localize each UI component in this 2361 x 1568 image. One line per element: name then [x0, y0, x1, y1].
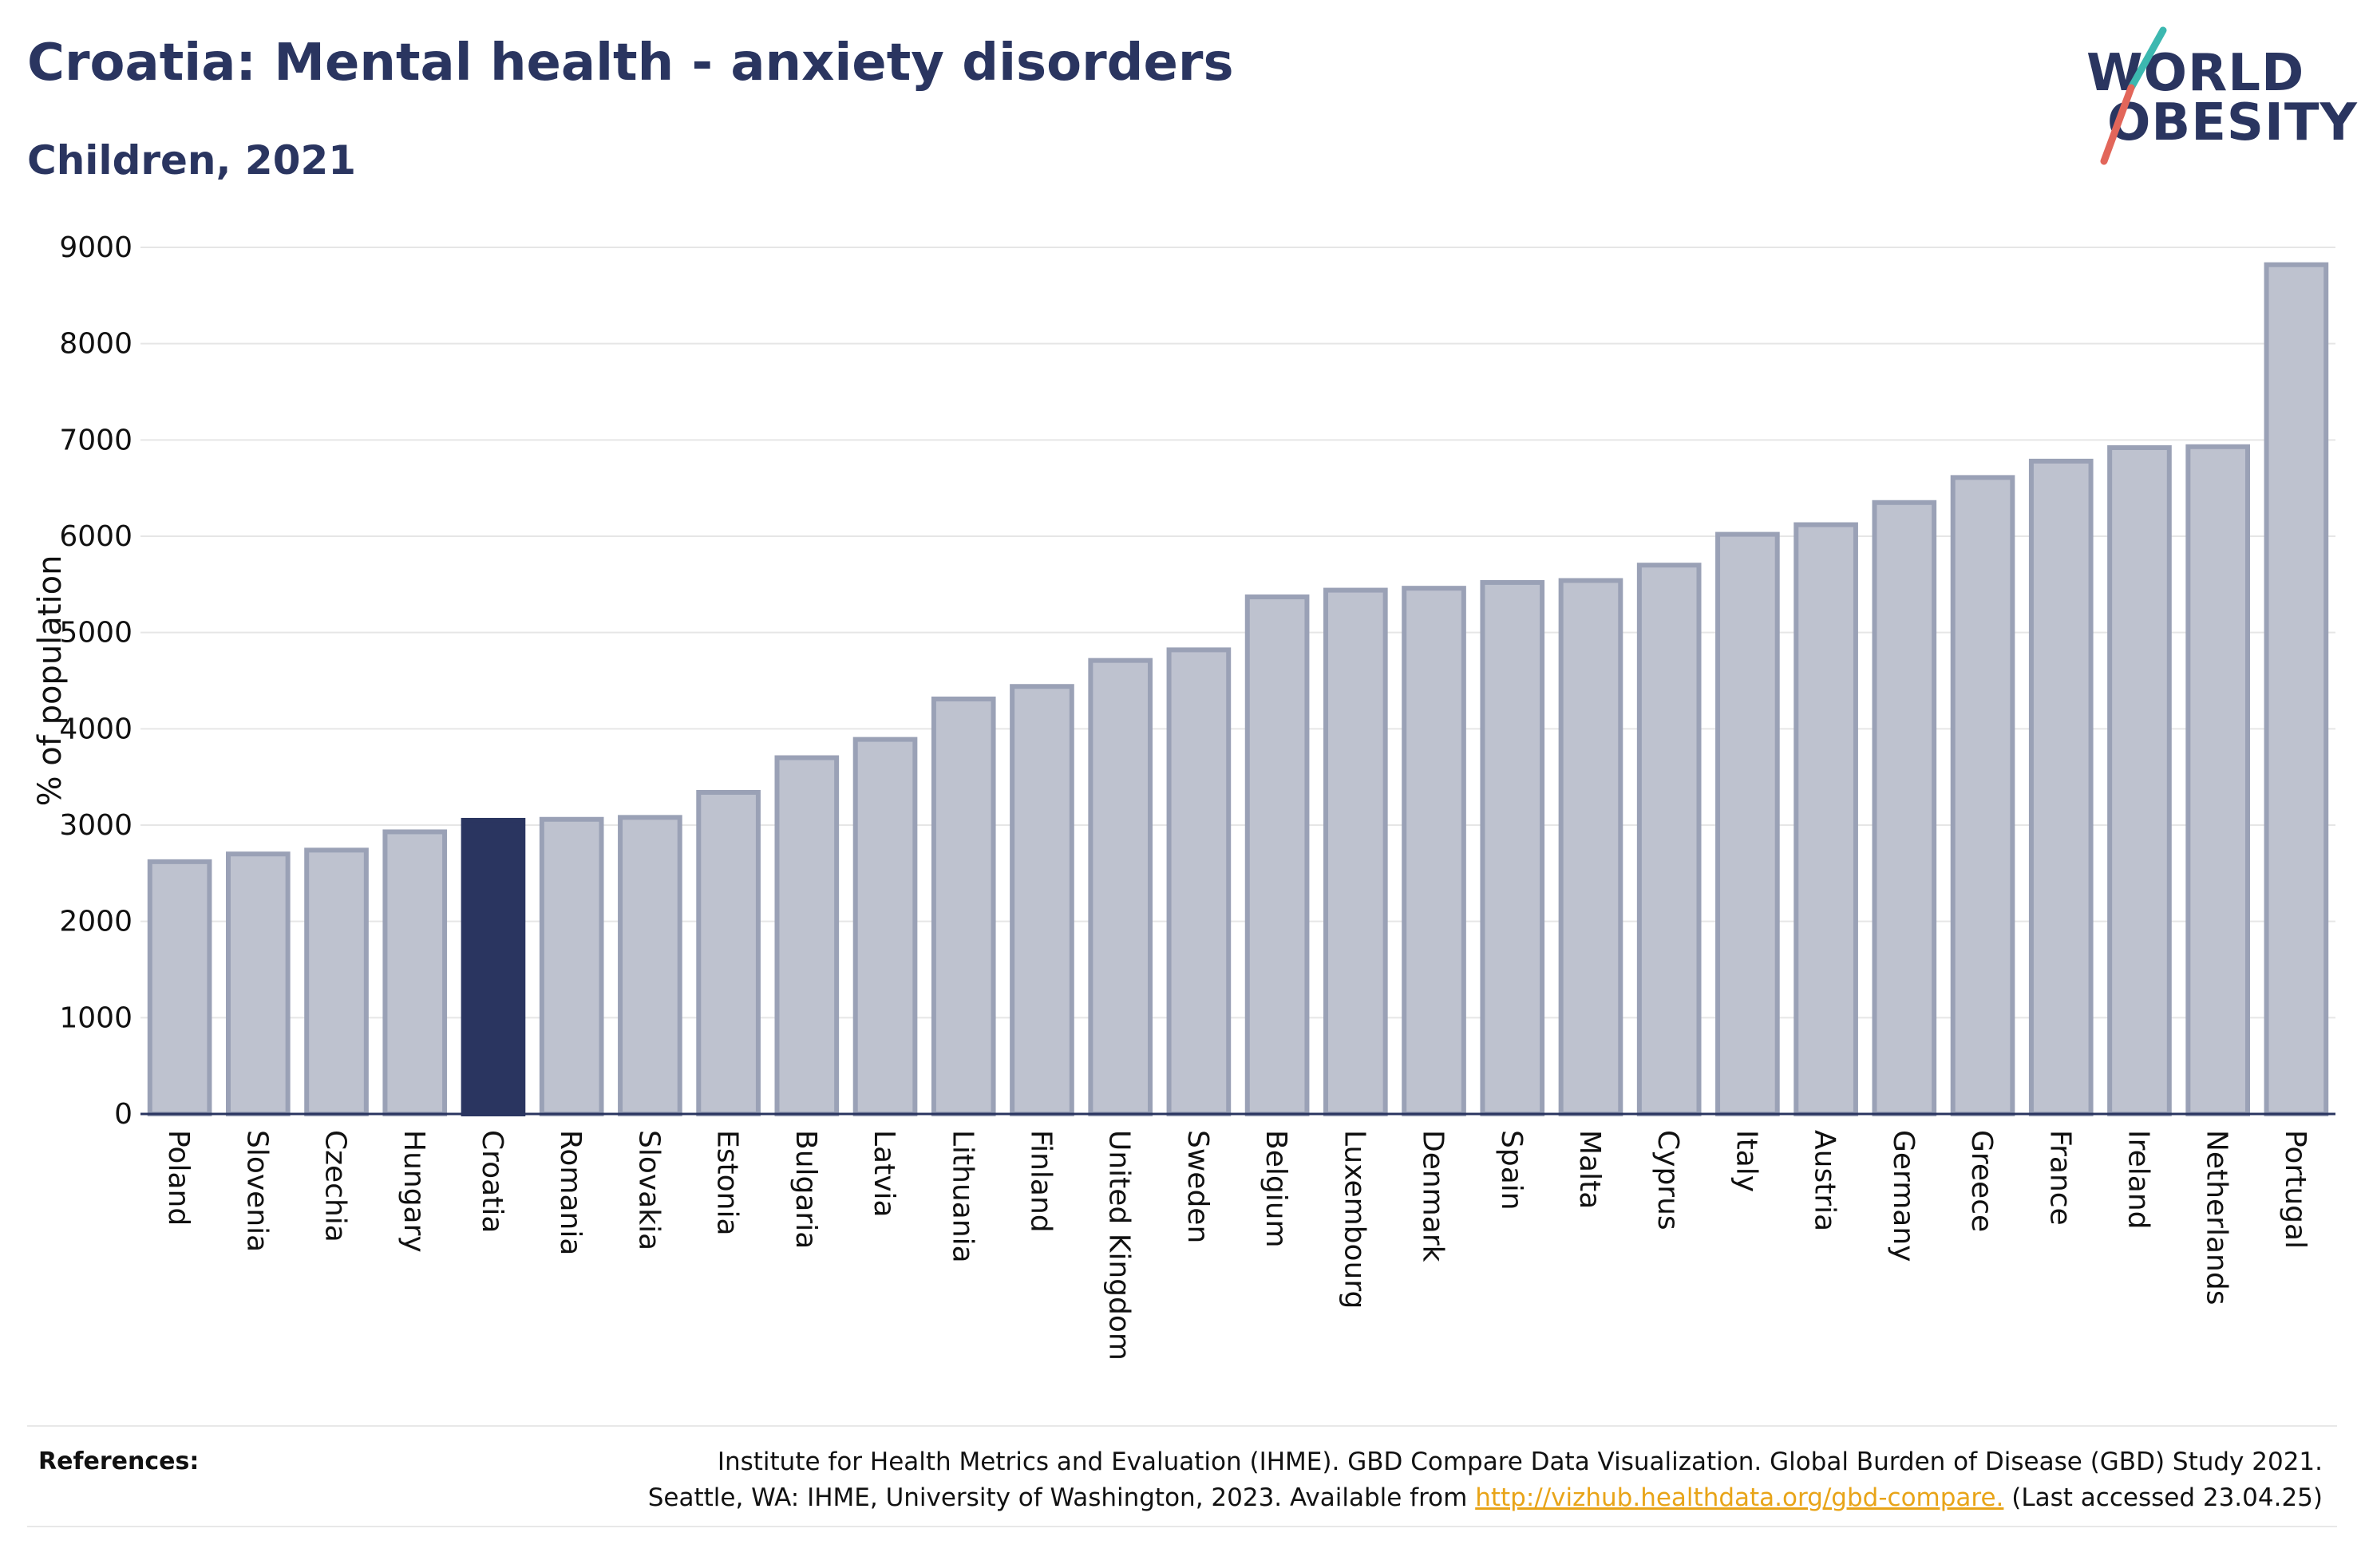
bar-spain — [1480, 579, 1545, 1117]
page-subtitle: Children, 2021 — [27, 137, 357, 184]
bar-estonia — [696, 789, 761, 1116]
y-axis-label: % of population — [32, 555, 69, 807]
bar-bulgaria — [774, 755, 840, 1116]
x-tick-label: Estonia — [711, 1130, 744, 1236]
bar-hungary — [382, 829, 448, 1116]
world-obesity-logo: WORLD OBESITY — [2075, 24, 2357, 168]
x-tick-label: Finland — [1024, 1130, 1057, 1233]
bar-austria — [1793, 522, 1858, 1116]
page-title: Croatia: Mental health - anxiety disorde… — [27, 34, 1234, 93]
x-tick-label: Germany — [1887, 1130, 1920, 1262]
bar-slovenia — [226, 851, 291, 1116]
bar-luxembourg — [1323, 587, 1388, 1117]
bar-greece — [1950, 475, 2015, 1117]
references-bottom-divider — [27, 1526, 2337, 1527]
x-tick-label: Bulgaria — [789, 1130, 822, 1249]
bar-denmark — [1402, 586, 1466, 1117]
x-tick-label: Greece — [1965, 1130, 1998, 1232]
references-line-2: Seattle, WA: IHME, University of Washing… — [487, 1480, 2323, 1516]
x-tick-label: Hungary — [397, 1130, 430, 1253]
x-tick-label: Slovakia — [632, 1130, 665, 1250]
y-tick-label: 3000 — [59, 809, 132, 842]
x-tick-label: Austria — [1809, 1130, 1841, 1231]
x-tick-label: Latvia — [868, 1130, 900, 1218]
y-tick-label: 6000 — [59, 520, 132, 553]
x-tick-label: France — [2043, 1130, 2076, 1226]
x-tick-label: Slovenia — [240, 1130, 273, 1252]
x-tick-label: Lithuania — [946, 1130, 979, 1263]
bar-cyprus — [1636, 563, 1702, 1116]
references-top-divider — [27, 1425, 2337, 1427]
x-tick-label: Czechia — [319, 1130, 352, 1242]
bar-netherlands — [2185, 444, 2251, 1116]
bar-ireland — [2107, 444, 2172, 1116]
bar-united-kingdom — [1088, 658, 1153, 1116]
bar-italy — [1715, 531, 1780, 1116]
y-tick-label: 4000 — [59, 713, 132, 745]
bar-poland — [147, 859, 212, 1116]
references-label: References: — [38, 1448, 200, 1475]
x-tick-label: Denmark — [1417, 1130, 1449, 1262]
references-line-2-suffix: (Last accessed 23.04.25) — [2003, 1483, 2323, 1512]
x-tick-label: Netherlands — [2201, 1130, 2233, 1305]
bar-belgium — [1244, 594, 1310, 1116]
x-tick-label: Poland — [162, 1130, 195, 1226]
bar-finland — [1010, 684, 1074, 1116]
y-tick-label: 5000 — [59, 617, 132, 650]
bar-sweden — [1166, 647, 1232, 1116]
x-tick-label: Ireland — [2122, 1130, 2154, 1230]
bar-slovakia — [618, 815, 682, 1116]
x-tick-label: Cyprus — [1651, 1130, 1684, 1230]
bar-france — [2028, 458, 2094, 1116]
bar-lithuania — [931, 696, 996, 1116]
x-tick-label: Spain — [1495, 1130, 1528, 1211]
bar-chart: 0 1000 2000 3000 4000 5000 6000 7000 8000 9000 % o… — [32, 231, 2335, 1361]
bar-czechia — [304, 847, 369, 1117]
bar-malta — [1558, 578, 1623, 1116]
x-tick-label: Portugal — [2279, 1130, 2312, 1249]
y-tick-label: 8000 — [59, 328, 132, 361]
y-tick-label: 9000 — [59, 231, 132, 264]
x-tick-label: Malta — [1573, 1130, 1606, 1209]
logo-slash-icon — [2100, 26, 2167, 165]
bar-croatia — [461, 817, 526, 1116]
bar-romania — [539, 816, 604, 1116]
y-tick-label: 0 — [114, 1098, 132, 1131]
bar-portugal — [2264, 262, 2329, 1117]
x-tick-label: Italy — [1730, 1130, 1762, 1192]
x-tick-label: United Kingdom — [1103, 1130, 1136, 1361]
logo-word-world: WORLD — [2086, 44, 2305, 103]
references-link[interactable]: http://vizhub.healthdata.org/gbd-compare… — [1475, 1483, 2004, 1512]
logo-word-obesity: OBESITY — [2107, 93, 2358, 152]
x-tick-label: Sweden — [1181, 1130, 1214, 1243]
bar-germany — [1872, 500, 1937, 1116]
y-tick-label: 2000 — [59, 906, 132, 938]
x-tick-label: Romania — [554, 1130, 587, 1255]
x-tick-label: Luxembourg — [1338, 1130, 1370, 1309]
x-tick-label: Croatia — [476, 1130, 508, 1233]
bar-latvia — [852, 737, 918, 1117]
references-line-1: Institute for Health Metrics and Evaluat… — [717, 1448, 2323, 1476]
x-tick-label: Belgium — [1260, 1130, 1292, 1248]
references-line-2-prefix: Seattle, WA: IHME, University of Washing… — [647, 1483, 1476, 1512]
references-text: Institute for Health Metrics and Evaluat… — [487, 1444, 2323, 1516]
y-tick-label: 7000 — [59, 424, 132, 456]
y-tick-label: 1000 — [59, 1001, 132, 1034]
